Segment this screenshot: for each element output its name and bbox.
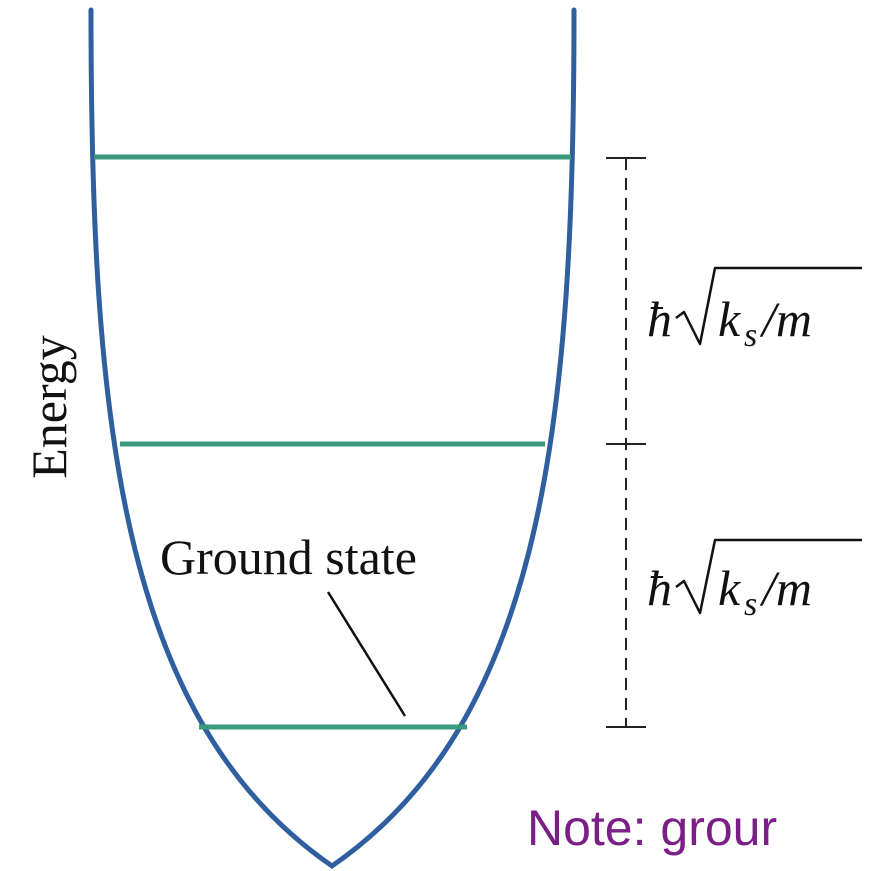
energy-axis-label: Energy: [21, 335, 77, 478]
radicand-subscript: s: [744, 317, 757, 354]
radicand-k: k: [718, 560, 741, 616]
radicand-k: k: [718, 291, 741, 347]
radicand-subscript: s: [744, 586, 757, 623]
note-text: Note: grour: [527, 800, 777, 856]
radicand-rest: /m: [759, 291, 812, 347]
ground-state-label: Ground state: [160, 529, 417, 585]
hbar-symbol: ħ: [647, 291, 672, 347]
spacing-label-upper: ħ k s /m: [647, 266, 862, 354]
potential-curve: [88, 7, 577, 870]
radical-sign: [675, 266, 862, 346]
spacing-dimension: [606, 157, 646, 728]
hbar-symbol: ħ: [647, 560, 672, 616]
ground-state-pointer: [326, 591, 407, 717]
spacing-label-lower: ħ k s /m: [647, 538, 862, 623]
radicand-rest: /m: [759, 560, 812, 616]
radical-sign: [675, 538, 862, 615]
